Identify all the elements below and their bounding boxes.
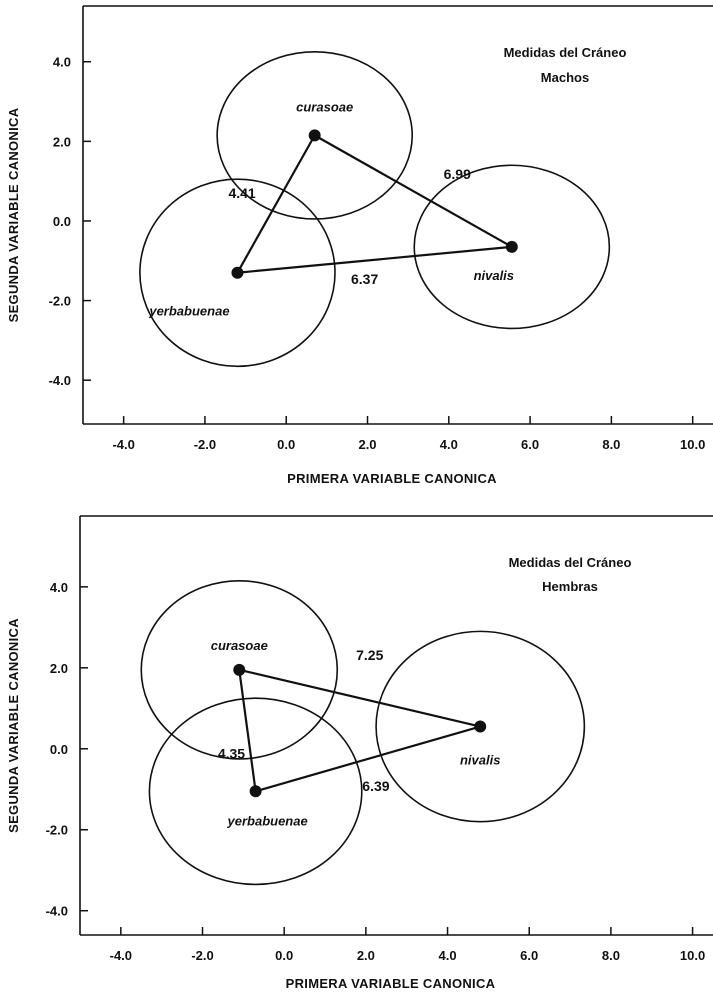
- x-tick-label: 2.0: [358, 437, 376, 452]
- x-tick-label: 2.0: [357, 948, 375, 963]
- centroid-nivalis: [474, 720, 487, 733]
- x-tick-label: 10.0: [680, 437, 705, 452]
- distance-line-curasoae-yerbabuenae: [236, 134, 316, 274]
- x-tick-label: 6.0: [521, 437, 539, 452]
- group-label-yerbabuenae: yerbabuenae: [148, 304, 229, 319]
- group-label-nivalis: nivalis: [474, 268, 514, 283]
- y-tick-label: 0.0: [53, 214, 71, 229]
- chart-subtitle: Machos: [541, 70, 589, 85]
- x-tick-label: 0.0: [277, 437, 295, 452]
- x-tick-label: -4.0: [112, 437, 134, 452]
- group-label-yerbabuenae: yerbabuenae: [227, 813, 308, 828]
- distance-label-curasoae-nivalis: 7.25: [356, 647, 383, 663]
- distance-line-yerbabuenae-nivalis: [237, 245, 512, 274]
- x-tick-label: 8.0: [602, 948, 620, 963]
- group-label-nivalis: nivalis: [460, 753, 500, 768]
- y-tick-label: 0.0: [50, 742, 68, 757]
- distance-line-curasoae-yerbabuenae: [238, 669, 257, 792]
- x-tick-label: 10.0: [680, 948, 705, 963]
- x-tick-label: 4.0: [440, 437, 458, 452]
- x-tick-label: 6.0: [520, 948, 538, 963]
- x-tick-label: -4.0: [110, 948, 132, 963]
- chart-title: Medidas del Cráneo: [509, 555, 632, 570]
- distance-label-yerbabuenae-nivalis: 6.39: [362, 778, 389, 794]
- centroid-curasoae: [308, 129, 321, 142]
- y-tick-label: -2.0: [46, 823, 68, 838]
- x-tick-label: 0.0: [275, 948, 293, 963]
- centroid-curasoae: [233, 663, 246, 676]
- x-axis-label: PRIMERA VARIABLE CANONICA: [287, 471, 497, 486]
- distance-label-curasoae-nivalis: 6.99: [444, 166, 471, 182]
- y-axis-label: SEGUNDA VARIABLE CANONICA: [6, 107, 21, 322]
- y-tick-label: 2.0: [53, 134, 71, 149]
- ellipse-curasoae: [216, 50, 414, 220]
- y-tick-label: -4.0: [46, 904, 68, 919]
- ellipse-yerbabuenae: [139, 178, 336, 368]
- distance-line-curasoae-nivalis: [314, 134, 513, 248]
- y-tick-label: -2.0: [49, 294, 71, 309]
- ellipse-curasoae: [140, 579, 339, 760]
- chart-panel-1: -4.0 -2.0 0.0 2.0 4.0 6.0 8.0 10.0 4.0 2.0 0.0 -2.0…: [6, 5, 713, 486]
- y-axis-label: SEGUNDA VARIABLE CANONICA: [6, 618, 21, 833]
- group-label-curasoae: curasoae: [296, 99, 353, 114]
- x-axis-label: PRIMERA VARIABLE CANONICA: [286, 976, 496, 991]
- x-tick-label: -2.0: [194, 437, 216, 452]
- group-label-curasoae: curasoae: [211, 638, 268, 653]
- x-tick-label: -2.0: [191, 948, 213, 963]
- chart-subtitle: Hembras: [542, 579, 598, 594]
- distance-line-curasoae-nivalis: [239, 668, 481, 728]
- ellipse-nivalis: [413, 164, 611, 330]
- centroid-nivalis: [505, 240, 518, 253]
- y-tick-label: 2.0: [50, 661, 68, 676]
- distance-line-yerbabuenae-nivalis: [255, 725, 481, 793]
- centroid-yerbabuenae: [231, 266, 244, 279]
- distance-label-yerbabuenae-nivalis: 6.37: [351, 271, 378, 287]
- centroid-yerbabuenae: [249, 785, 262, 798]
- y-tick-label: 4.0: [53, 55, 71, 70]
- distance-label-curasoae-yerbabuenae: 4.41: [228, 185, 255, 201]
- chart-title: Medidas del Cráneo: [504, 45, 627, 60]
- ellipse-nivalis: [375, 630, 586, 823]
- ellipse-yerbabuenae: [148, 697, 363, 886]
- x-tick-label: 4.0: [439, 948, 457, 963]
- y-tick-label: 4.0: [50, 580, 68, 595]
- chart-panel-2: -4.0 -2.0 0.0 2.0 4.0 6.0 8.0 10.0 4.0 2.0 0.0 -2.0…: [6, 515, 713, 991]
- y-tick-label: -4.0: [49, 373, 71, 388]
- distance-label-curasoae-yerbabuenae: 4.35: [218, 746, 245, 762]
- x-tick-label: 8.0: [602, 437, 620, 452]
